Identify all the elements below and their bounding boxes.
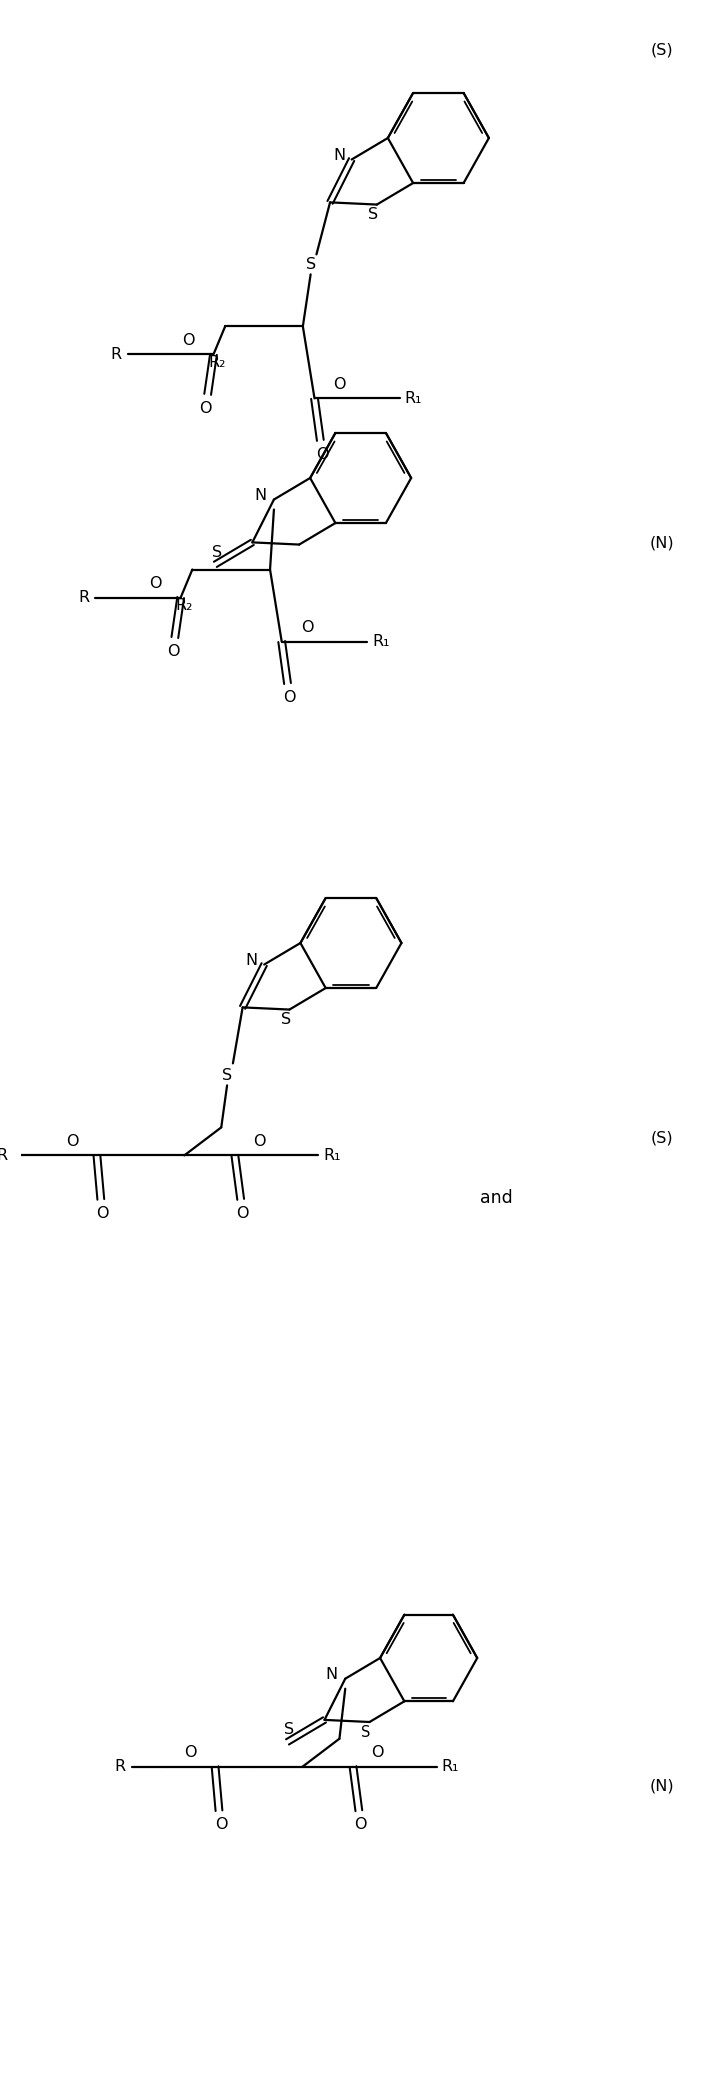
Text: R: R	[114, 1760, 126, 1775]
Text: (N): (N)	[650, 535, 674, 550]
Text: R₁: R₁	[372, 634, 390, 648]
Text: O: O	[214, 1817, 227, 1832]
Text: and: and	[480, 1190, 513, 1206]
Text: S: S	[284, 1722, 295, 1737]
Text: O: O	[283, 690, 296, 705]
Text: (S): (S)	[651, 1131, 673, 1146]
Text: S: S	[212, 545, 222, 560]
Text: S: S	[368, 208, 378, 222]
Text: R₁: R₁	[441, 1760, 459, 1775]
Text: O: O	[371, 1746, 383, 1760]
Text: N: N	[326, 1668, 338, 1683]
Text: O: O	[167, 644, 179, 659]
Text: S: S	[281, 1011, 291, 1028]
Text: N: N	[254, 489, 266, 504]
Text: (S): (S)	[651, 42, 673, 57]
Text: O: O	[316, 447, 329, 462]
Text: O: O	[97, 1206, 109, 1221]
Text: R₁: R₁	[405, 390, 422, 405]
Text: O: O	[334, 378, 346, 392]
Text: O: O	[182, 334, 194, 348]
Text: R: R	[0, 1148, 7, 1162]
Text: O: O	[236, 1206, 249, 1221]
Text: O: O	[66, 1133, 79, 1150]
Text: R₂: R₂	[176, 598, 193, 613]
Text: R: R	[110, 346, 122, 361]
Text: S: S	[305, 256, 316, 273]
Text: O: O	[253, 1133, 266, 1150]
Text: O: O	[199, 401, 212, 415]
Text: N: N	[333, 149, 345, 164]
Text: O: O	[355, 1817, 367, 1832]
Text: O: O	[149, 577, 162, 592]
Text: S: S	[361, 1725, 370, 1739]
Text: N: N	[245, 952, 258, 967]
Text: O: O	[300, 621, 313, 636]
Text: R₂: R₂	[209, 355, 226, 369]
Text: R: R	[78, 590, 89, 604]
Text: O: O	[185, 1746, 197, 1760]
Text: R₁: R₁	[323, 1148, 341, 1162]
Text: S: S	[222, 1068, 232, 1083]
Text: (N): (N)	[650, 1779, 674, 1794]
